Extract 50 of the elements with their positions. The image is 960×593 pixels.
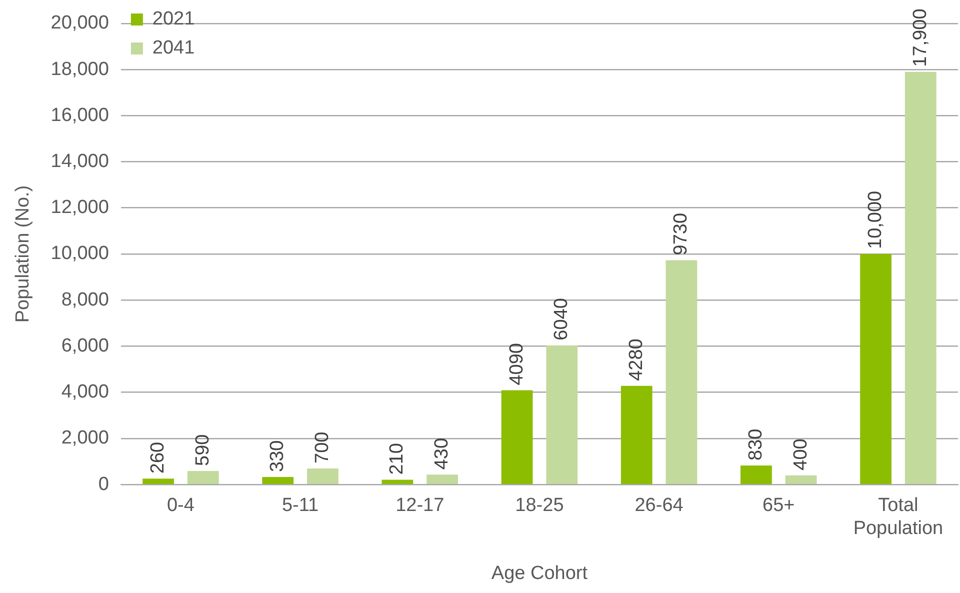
data-label: 210 (386, 443, 408, 475)
y-tick-label: 12,000 (50, 197, 109, 218)
data-label: 430 (432, 438, 453, 470)
bar (546, 345, 578, 484)
x-axis-title: Age Cohort (491, 562, 588, 584)
x-tick-label: 65+ (762, 495, 795, 516)
bar (426, 474, 458, 484)
x-tick-label: 26-64 (634, 495, 684, 516)
bar (785, 475, 817, 484)
bar (860, 254, 892, 484)
bar (501, 390, 533, 484)
y-tick-label: 18,000 (50, 58, 109, 80)
bar (904, 72, 936, 484)
y-tick-label: 10,000 (50, 243, 109, 264)
y-tick-label: 16,000 (50, 104, 109, 126)
x-tick-label: 12-17 (396, 495, 444, 516)
data-label: 830 (745, 428, 766, 460)
x-tick-label: 5-11 (282, 495, 319, 516)
y-tick-label: 14,000 (50, 150, 109, 172)
y-axis-title: Population (No.) (12, 185, 34, 323)
y-tick-label: 6,000 (61, 335, 109, 356)
bar (142, 478, 174, 484)
data-label: 400 (790, 438, 812, 470)
x-tick-label: Total Population (853, 495, 944, 540)
data-label: 330 (267, 440, 288, 472)
bar (666, 260, 698, 484)
data-label: 4090 (506, 343, 528, 386)
data-label: 260 (148, 442, 169, 474)
y-tick-label: 4,000 (61, 382, 109, 403)
y-tick-label: 2,000 (61, 428, 109, 449)
bar (382, 480, 414, 484)
data-label: 700 (312, 432, 333, 464)
x-tick-label: 18-25 (515, 495, 564, 516)
data-label: 9730 (670, 212, 692, 256)
data-label: 10,000 (865, 190, 886, 249)
data-label: 4280 (626, 338, 647, 381)
bar (740, 465, 772, 484)
bar (187, 470, 219, 484)
data-label: 590 (192, 434, 214, 466)
y-tick-label: 20,000 (50, 12, 109, 34)
y-tick-label: 8,000 (61, 289, 109, 310)
legend-label: 2041 (152, 38, 195, 59)
legend-label: 2021 (152, 8, 195, 30)
bar (307, 468, 338, 484)
data-label: 6040 (551, 298, 572, 340)
bar (262, 476, 294, 484)
bar (620, 386, 652, 484)
x-tick-label: 0-4 (166, 495, 195, 516)
data-label: 17,900 (910, 8, 931, 67)
y-tick-label: 0 (98, 474, 109, 495)
